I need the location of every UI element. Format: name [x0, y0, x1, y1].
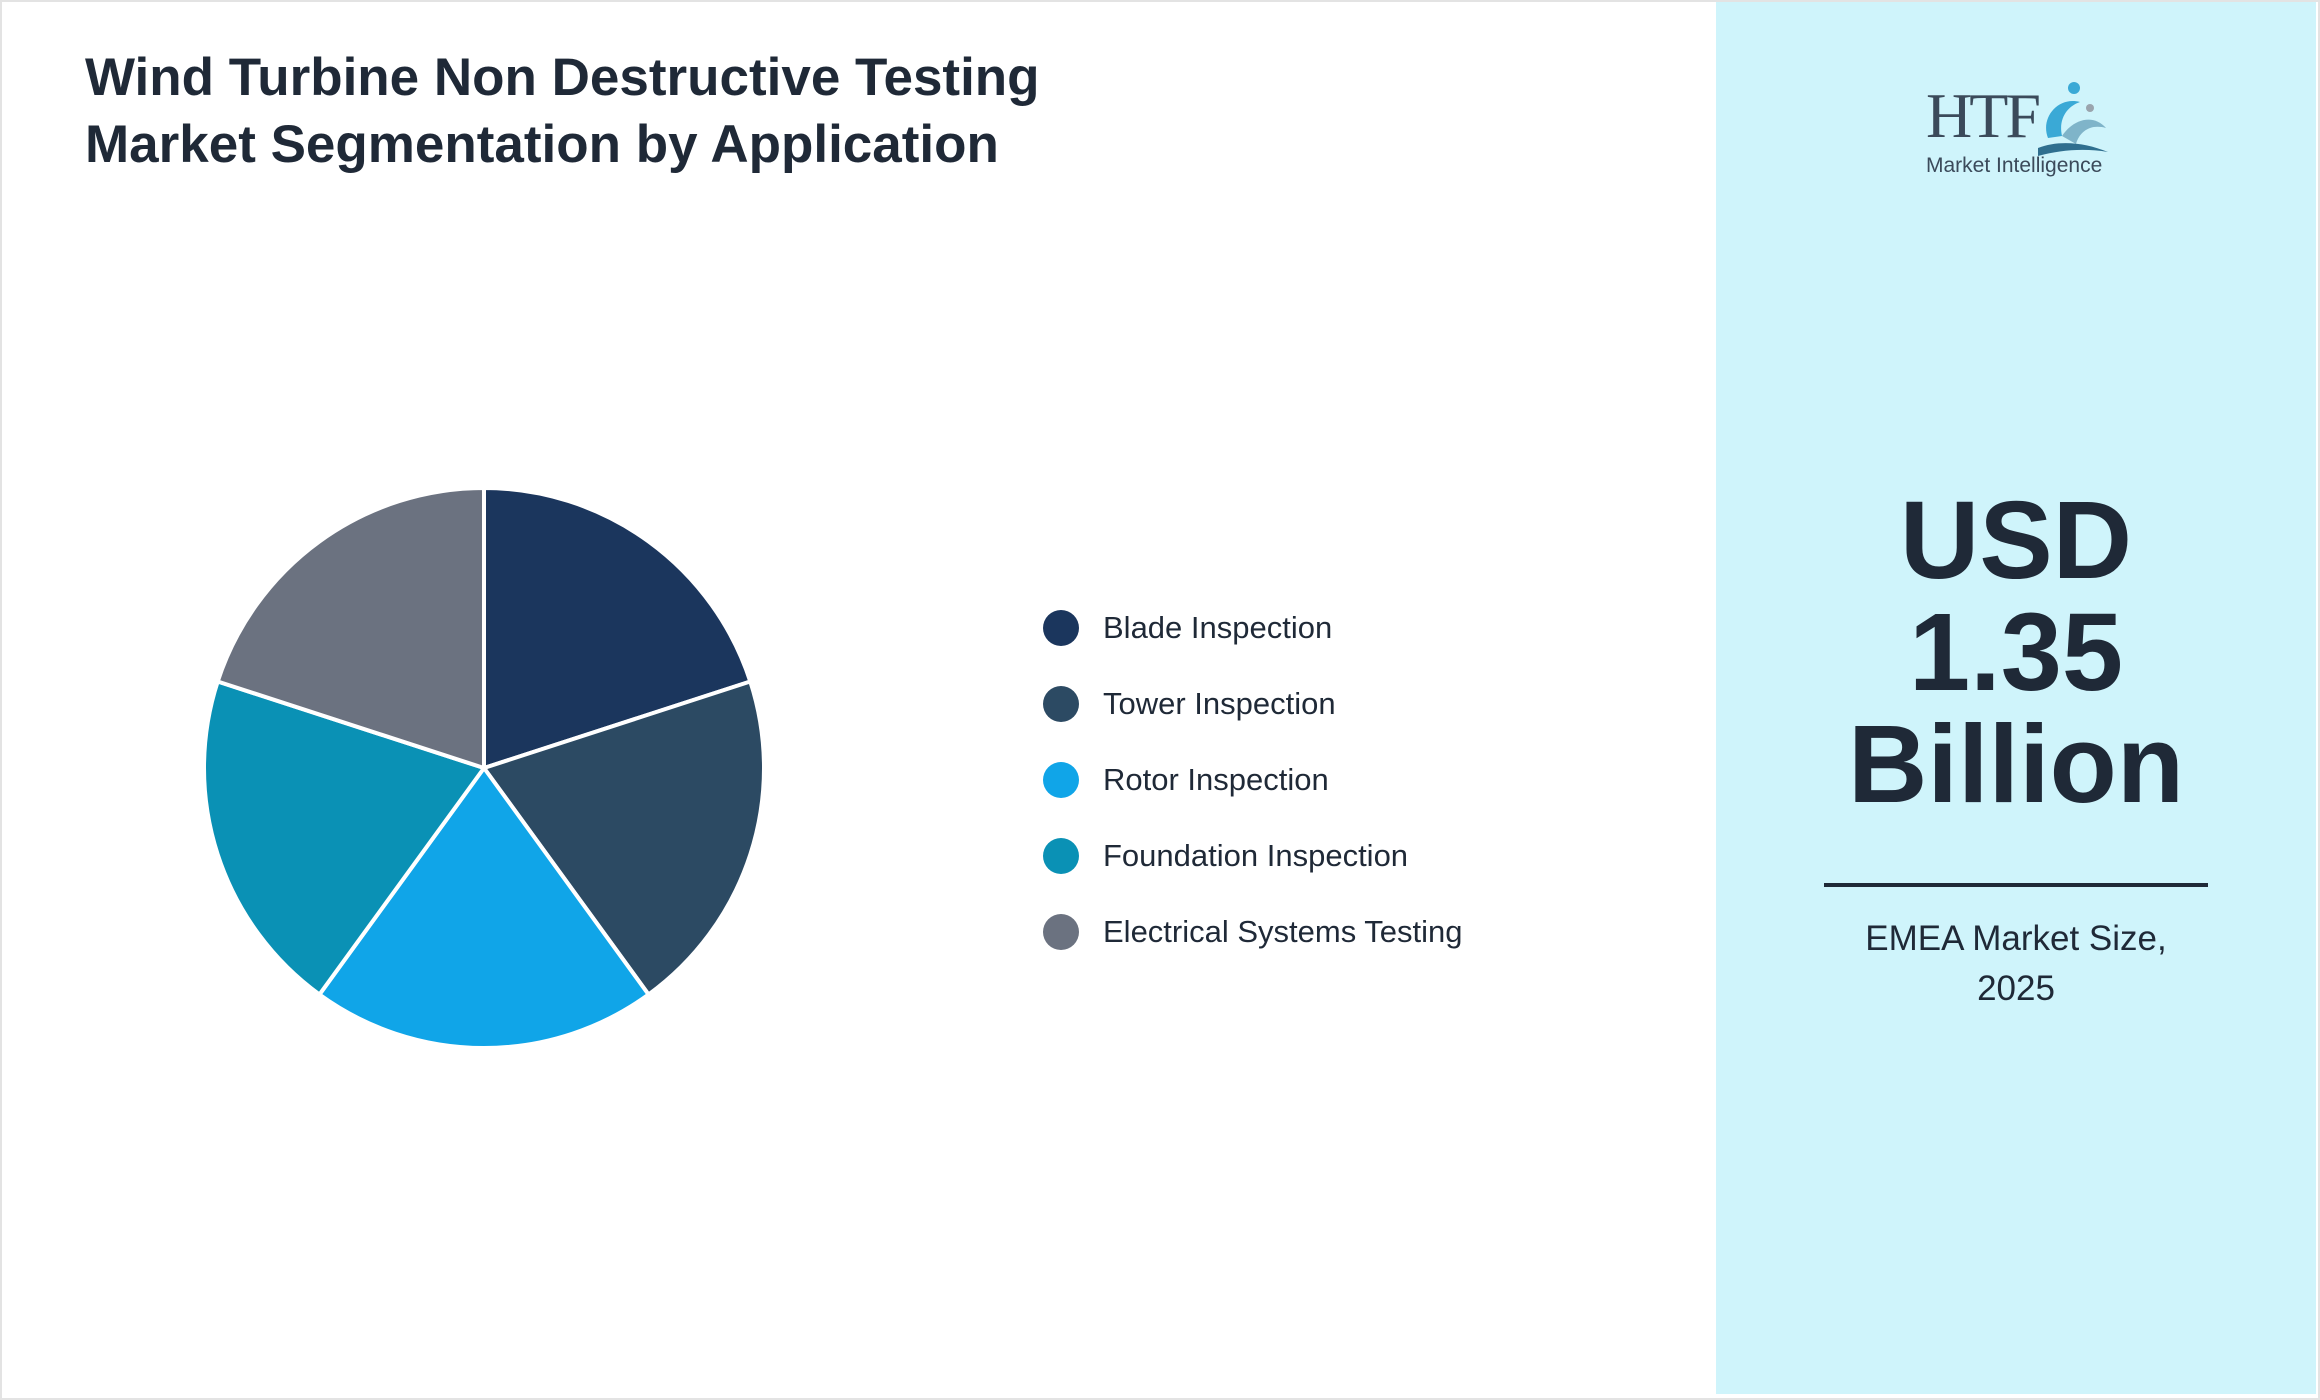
pie-slice-electrical-systems-testing — [215, 486, 486, 770]
pie-slice-tower-inspection — [482, 679, 766, 997]
logo-wordmark: HTF — [1926, 80, 2041, 151]
pie-chart — [202, 486, 766, 1050]
legend-label: Tower Inspection — [1103, 686, 1336, 721]
market-size-caption: EMEA Market Size, 2025 — [1816, 914, 2216, 1014]
company-logo: HTF Market Intelligence — [1920, 78, 2110, 188]
legend-swatch — [1043, 610, 1079, 646]
logo-subtitle: Market Intelligence — [1926, 154, 2103, 177]
value-currency: USD — [1899, 479, 2133, 602]
legend-item: Foundation Inspection — [1043, 818, 1463, 894]
divider — [1824, 883, 2208, 887]
chart-title: Wind Turbine Non Destructive Testing Mar… — [85, 48, 1040, 174]
legend-label: Blade Inspection — [1103, 610, 1333, 645]
legend-swatch — [1043, 914, 1079, 950]
caption-line: 2025 — [1977, 969, 2055, 1008]
chart-legend: Blade Inspection Tower Inspection Rotor … — [1043, 590, 1463, 970]
value-unit: Billion — [1847, 703, 2185, 826]
legend-label: Rotor Inspection — [1103, 762, 1329, 797]
swirl-logo-icon — [2038, 82, 2108, 156]
legend-item: Tower Inspection — [1043, 666, 1463, 742]
legend-label: Foundation Inspection — [1103, 838, 1409, 873]
market-size-value: USD 1.35 Billion — [1716, 485, 2316, 821]
value-amount: 1.35 — [1908, 591, 2124, 714]
caption-line: EMEA Market Size, — [1865, 919, 2167, 958]
legend-swatch — [1043, 686, 1079, 722]
legend-label: Electrical Systems Testing — [1103, 914, 1463, 949]
summary-panel — [1716, 2, 2316, 1394]
pie-slice-rotor-inspection — [317, 766, 651, 1050]
legend-item: Blade Inspection — [1043, 590, 1463, 666]
pie-slice-foundation-inspection — [202, 679, 486, 997]
legend-item: Electrical Systems Testing — [1043, 894, 1463, 970]
legend-item: Rotor Inspection — [1043, 742, 1463, 818]
legend-swatch — [1043, 838, 1079, 874]
pie-slice-blade-inspection — [482, 486, 753, 770]
legend-swatch — [1043, 762, 1079, 798]
